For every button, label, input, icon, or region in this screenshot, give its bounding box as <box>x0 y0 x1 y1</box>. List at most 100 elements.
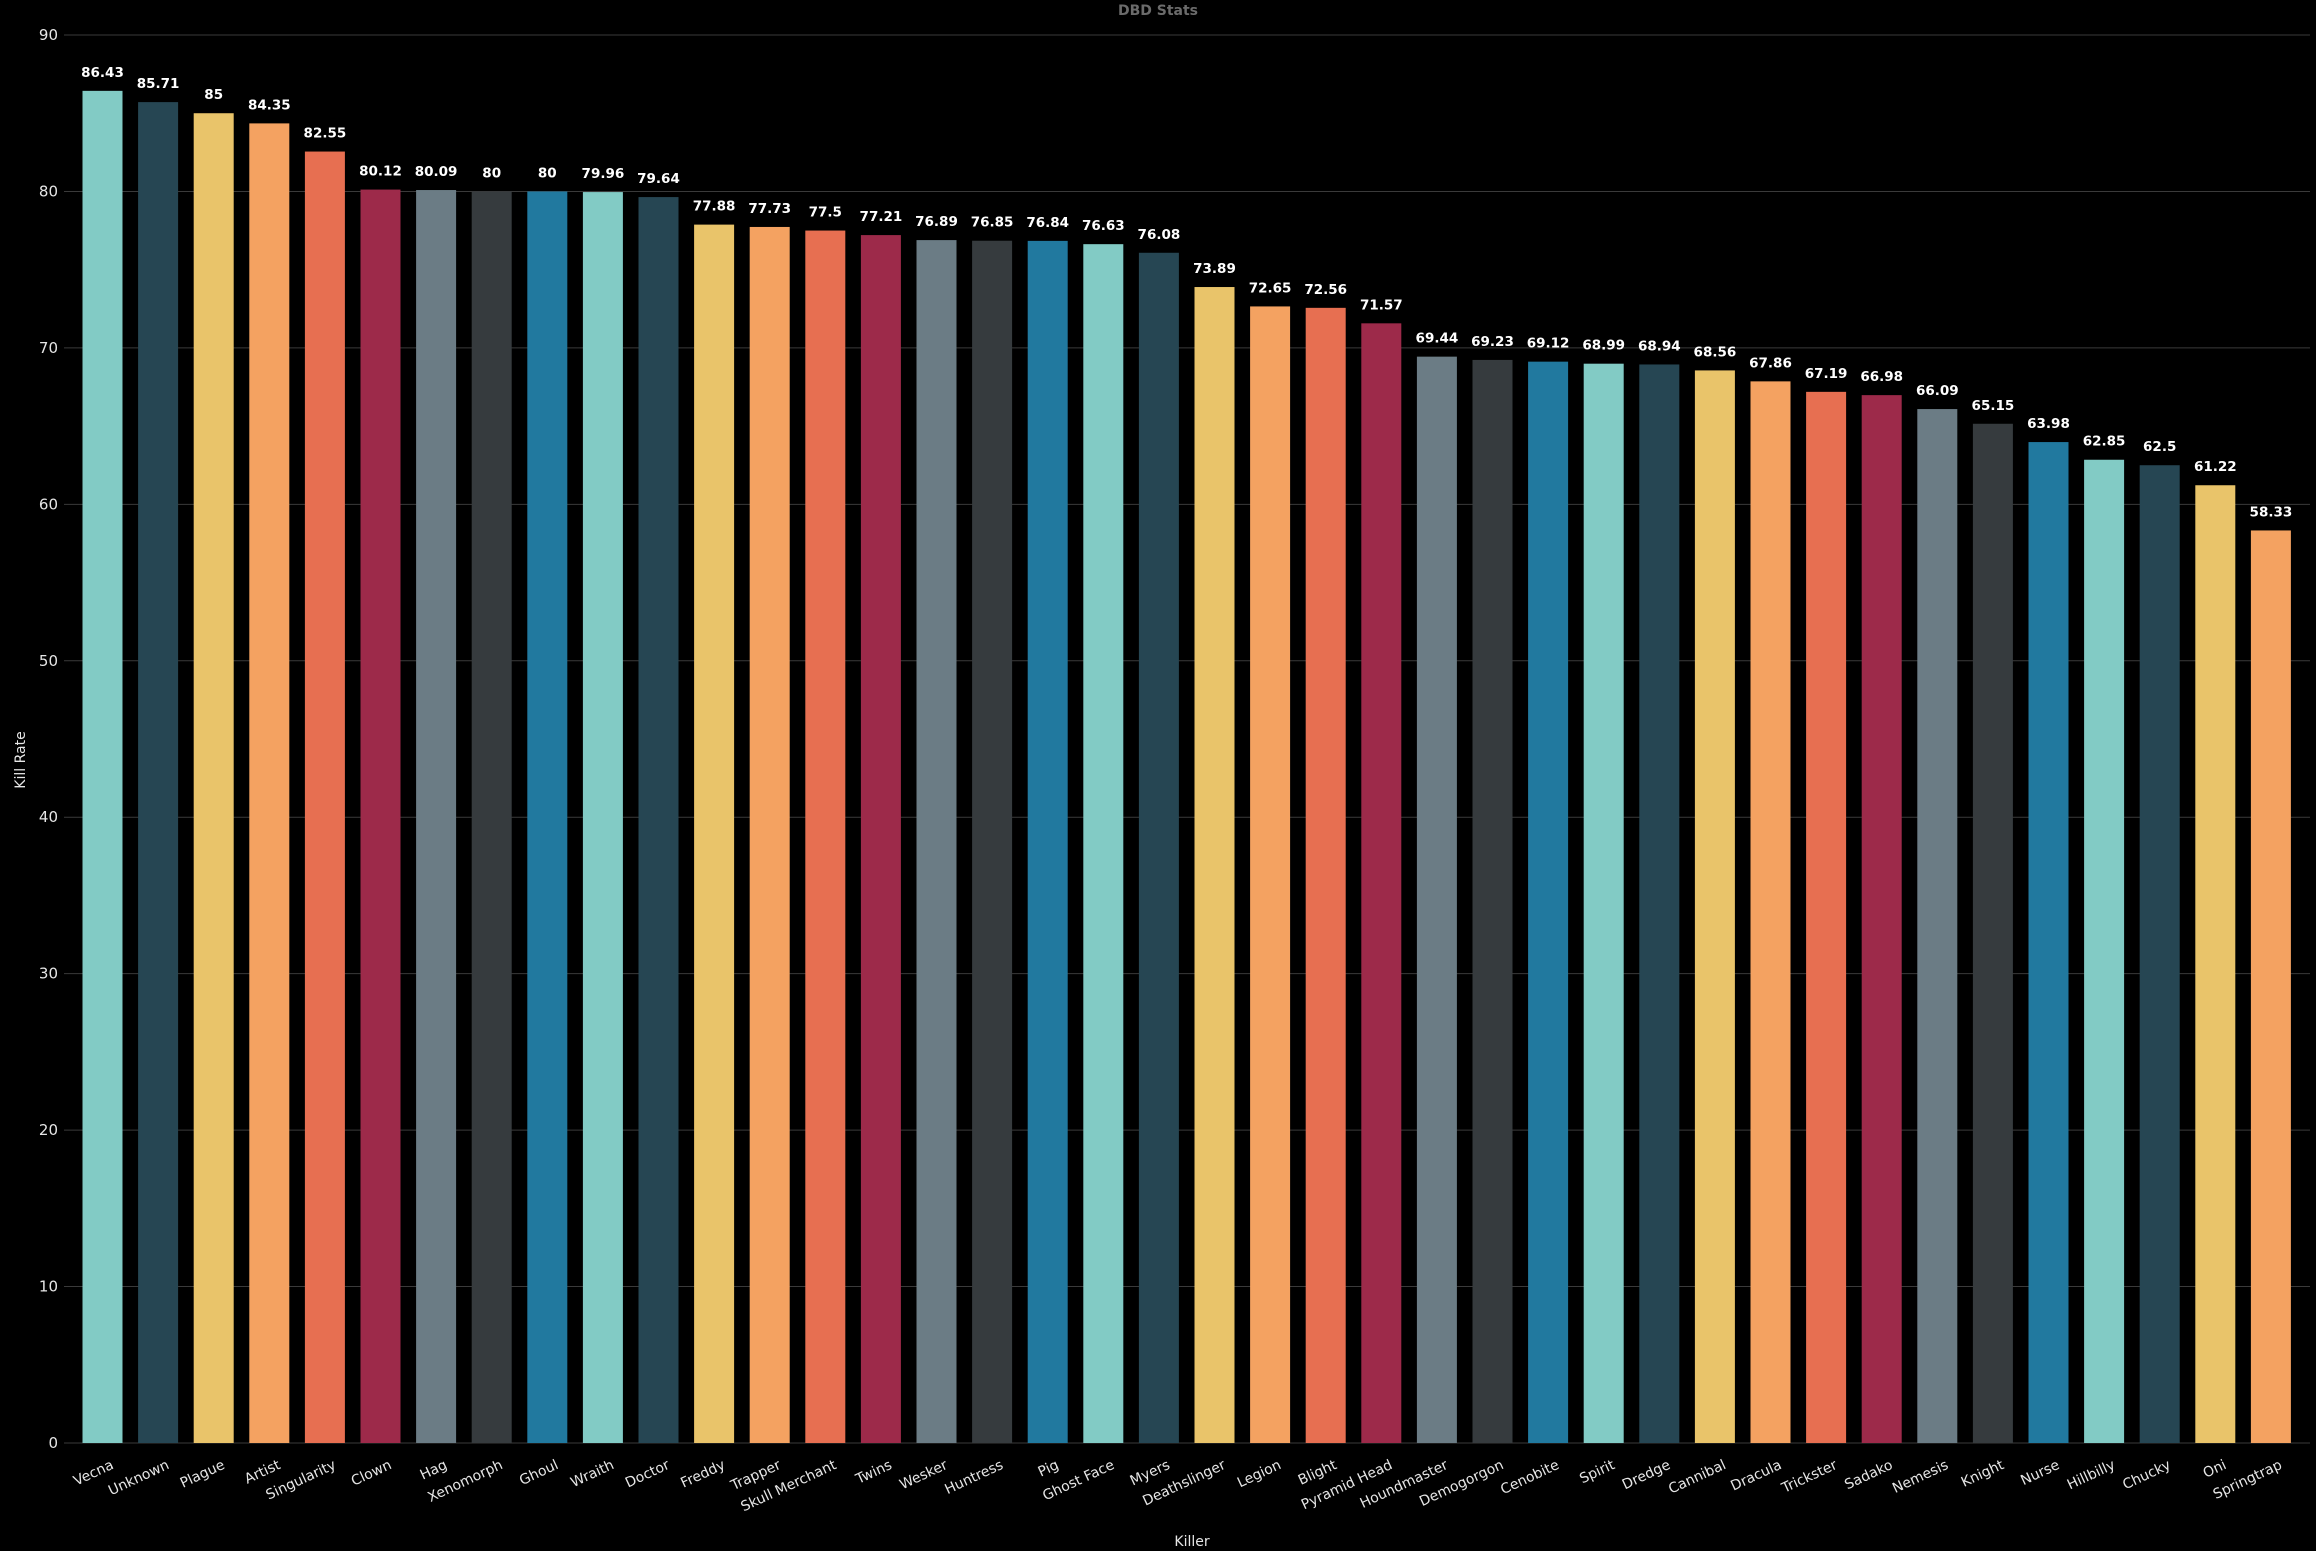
bar[interactable] <box>2028 442 2069 1443</box>
bar[interactable] <box>1472 359 1513 1444</box>
bar[interactable] <box>1806 391 1847 1443</box>
bar-value-label: 67.19 <box>1805 366 1848 382</box>
bar[interactable] <box>1750 381 1791 1443</box>
bar[interactable] <box>1027 240 1068 1444</box>
bar[interactable] <box>138 102 179 1444</box>
bar-value-label: 62.5 <box>2143 439 2176 455</box>
x-tick-label: Ghoul <box>517 1457 561 1489</box>
bar-value-label: 61.22 <box>2194 459 2237 475</box>
bar[interactable] <box>638 197 679 1444</box>
bar-value-label: 76.08 <box>1138 227 1181 243</box>
bar-value-label: 76.85 <box>971 215 1014 231</box>
bar[interactable] <box>1250 306 1291 1443</box>
bar-value-label: 84.35 <box>248 97 291 113</box>
bar[interactable] <box>1138 252 1179 1444</box>
bar[interactable] <box>1917 409 1958 1444</box>
bar-value-label: 63.98 <box>2027 416 2070 432</box>
bar-value-label: 79.96 <box>582 166 625 182</box>
bar-value-label: 72.65 <box>1249 280 1292 296</box>
x-tick-label: Twins <box>853 1457 895 1488</box>
bar[interactable] <box>82 90 123 1443</box>
bar-value-label: 77.73 <box>748 201 791 217</box>
x-tick-label: Sadako <box>1842 1457 1895 1493</box>
bar[interactable] <box>749 226 790 1444</box>
bar[interactable] <box>193 113 234 1444</box>
bar[interactable] <box>582 192 623 1444</box>
bar[interactable] <box>1639 364 1680 1444</box>
bar[interactable] <box>860 235 901 1444</box>
bar[interactable] <box>2139 465 2180 1443</box>
x-tick-label: Huntress <box>942 1457 1005 1498</box>
x-tick-label: Pig <box>1036 1457 1062 1480</box>
y-tick-label: 30 <box>39 965 58 983</box>
bar[interactable] <box>2084 459 2125 1443</box>
y-tick-label: 70 <box>39 339 58 357</box>
bar-value-label: 82.55 <box>304 126 347 142</box>
bar-value-label: 76.84 <box>1026 215 1069 231</box>
bar-value-label: 80.09 <box>415 164 458 180</box>
bar-value-label: 62.85 <box>2083 434 2126 450</box>
bar-value-label: 66.09 <box>1916 383 1959 399</box>
x-tick-label: Plague <box>178 1457 228 1491</box>
x-tick-label: Spirit <box>1577 1457 1618 1487</box>
bar-value-label: 69.12 <box>1527 336 1570 352</box>
bar-value-label: 72.56 <box>1304 282 1347 298</box>
bar[interactable] <box>1583 363 1624 1443</box>
y-tick-label: 90 <box>39 26 58 44</box>
bar-value-label: 80.12 <box>359 164 402 180</box>
bar[interactable] <box>1861 395 1902 1443</box>
bar-value-label: 65.15 <box>1972 398 2015 414</box>
bar-value-label: 69.44 <box>1416 331 1459 347</box>
x-tick-label: Knight <box>1959 1457 2007 1491</box>
bars <box>82 90 2291 1444</box>
x-tick-label: Freddy <box>678 1457 728 1491</box>
bar[interactable] <box>304 151 345 1443</box>
bar[interactable] <box>1694 370 1735 1444</box>
bar-value-label: 77.88 <box>693 199 736 215</box>
bar[interactable] <box>972 240 1013 1443</box>
bar-value-label: 86.43 <box>81 65 124 81</box>
bar[interactable] <box>1528 361 1569 1443</box>
x-tick-label: Cenobite <box>1498 1457 1562 1498</box>
bar-value-label: 85.71 <box>137 76 180 92</box>
y-axis-title: Kill Rate <box>13 731 29 788</box>
bar[interactable] <box>471 191 512 1443</box>
bar-value-label: 68.56 <box>1694 344 1737 360</box>
x-tick-label: Hag <box>418 1457 450 1483</box>
bar-value-label: 58.33 <box>2250 504 2293 520</box>
x-tick-label: Wesker <box>897 1457 950 1493</box>
bar[interactable] <box>916 240 957 1444</box>
y-tick-label: 50 <box>39 652 58 670</box>
y-tick-label: 60 <box>39 495 58 513</box>
bar[interactable] <box>1305 307 1346 1443</box>
x-tick-label: Trickster <box>1779 1457 1840 1497</box>
bar[interactable] <box>2250 530 2291 1443</box>
bar[interactable] <box>360 189 401 1443</box>
bar-value-label: 68.99 <box>1582 338 1625 354</box>
bar[interactable] <box>1194 287 1235 1444</box>
bar[interactable] <box>249 123 290 1443</box>
bar[interactable] <box>1972 423 2013 1444</box>
x-tick-label: Doctor <box>623 1457 672 1491</box>
bar-value-label: 66.98 <box>1860 369 1903 385</box>
bar-value-label: 67.86 <box>1749 355 1792 371</box>
bar[interactable] <box>2195 485 2236 1444</box>
bar-value-label: 85 <box>204 87 223 103</box>
bar[interactable] <box>416 190 457 1444</box>
y-tick-label: 20 <box>39 1121 58 1139</box>
bar-value-label: 80 <box>482 165 501 181</box>
bar[interactable] <box>1361 323 1402 1443</box>
y-tick-label: 10 <box>39 1278 58 1296</box>
bar[interactable] <box>527 191 568 1443</box>
y-tick-label: 0 <box>48 1434 58 1452</box>
bar[interactable] <box>1083 244 1124 1443</box>
bar-value-label: 76.63 <box>1082 218 1125 234</box>
bar-value-label: 79.64 <box>637 171 680 187</box>
bar-value-label: 77.5 <box>809 205 842 221</box>
x-tick-label: Dredge <box>1620 1457 1673 1493</box>
bar[interactable] <box>805 230 846 1444</box>
bar[interactable] <box>694 224 735 1443</box>
bar[interactable] <box>1416 356 1457 1443</box>
bar-value-label: 77.21 <box>860 209 903 225</box>
